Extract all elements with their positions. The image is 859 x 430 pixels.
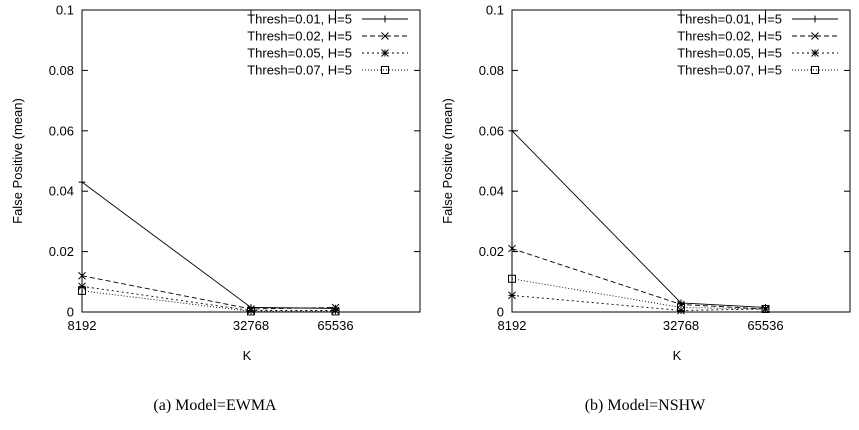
x-tick-label: 65536 bbox=[747, 318, 783, 333]
series-4 bbox=[78, 286, 340, 316]
data-point bbox=[508, 127, 516, 135]
legend-label: Thresh=0.01, H=5 bbox=[247, 12, 352, 27]
x-tick-label: 32768 bbox=[233, 318, 269, 333]
series-line bbox=[511, 248, 766, 310]
series-line bbox=[511, 130, 766, 308]
series-line bbox=[511, 278, 766, 310]
y-tick-label: 0 bbox=[497, 305, 504, 320]
series-1 bbox=[508, 127, 769, 311]
series-line bbox=[511, 294, 766, 311]
series-1 bbox=[78, 178, 339, 312]
y-tick-label: 0.08 bbox=[49, 63, 74, 78]
series-3 bbox=[508, 291, 770, 315]
y-axis-label: False Positive (mean) bbox=[10, 98, 25, 224]
legend-marker bbox=[381, 49, 389, 57]
chart-panel-nshw: 0 0.02 0.04 0.06 0.08 0.1 8192 32768 65536 K False… bbox=[430, 0, 859, 430]
y-tick-label: 0.04 bbox=[479, 184, 504, 199]
y-tick-label: 0.1 bbox=[56, 3, 74, 18]
series-line bbox=[81, 285, 336, 311]
series-2 bbox=[508, 244, 770, 313]
data-point bbox=[78, 271, 86, 280]
legend-marker bbox=[381, 32, 389, 40]
y-tick-label: 0.06 bbox=[479, 123, 504, 138]
data-point bbox=[78, 282, 86, 291]
x-axis-label: K bbox=[673, 348, 682, 363]
data-point bbox=[78, 178, 86, 186]
legend-label: Thresh=0.07, H=5 bbox=[677, 63, 782, 78]
chart-panel-ewma: 0 0.02 0.04 0.06 0.08 0.1 8192 32768 65536 K False… bbox=[10, 3, 421, 414]
x-tick-label: 65536 bbox=[317, 318, 353, 333]
data-point bbox=[247, 307, 255, 316]
series-line bbox=[81, 181, 336, 309]
data-point bbox=[508, 291, 516, 300]
y-tick-label: 0.04 bbox=[49, 184, 74, 199]
legend-marker bbox=[811, 49, 819, 57]
data-point bbox=[677, 299, 685, 307]
y-axis-label: False Positive (mean) bbox=[440, 98, 455, 224]
legend-marker bbox=[811, 32, 819, 40]
x-tick-label: 8192 bbox=[68, 318, 97, 333]
chart-ewma: 0 0.02 0.04 0.06 0.08 0.1 8192 32768 65536 K False… bbox=[10, 3, 421, 363]
data-point bbox=[677, 303, 685, 312]
legend: Thresh=0.01, H=5 Thresh=0.02, H=5 Thresh=0… bbox=[677, 12, 838, 78]
legend-marker bbox=[381, 15, 389, 23]
y-tick-label: 0.02 bbox=[49, 244, 74, 259]
y-tick-label: 0 bbox=[67, 305, 74, 320]
legend: Thresh=0.01, H=5 Thresh=0.02, H=5 Thresh=0… bbox=[247, 12, 408, 78]
data-point bbox=[761, 304, 770, 313]
data-point bbox=[508, 244, 516, 253]
legend-marker bbox=[811, 15, 819, 23]
x-axis-label: K bbox=[243, 348, 252, 363]
legend-label: Thresh=0.01, H=5 bbox=[677, 12, 782, 27]
chart-caption: (b) Model=NSHW bbox=[584, 397, 706, 414]
y-tick-label: 0.1 bbox=[486, 3, 504, 18]
data-point bbox=[331, 307, 340, 316]
x-tick-label: 8192 bbox=[498, 318, 527, 333]
chart-caption: (a) Model=EWMA bbox=[153, 397, 277, 414]
legend-label: Thresh=0.02, H=5 bbox=[677, 29, 782, 44]
data-point bbox=[78, 286, 86, 295]
series-line bbox=[81, 275, 336, 310]
legend-label: Thresh=0.07, H=5 bbox=[247, 63, 352, 78]
series-3 bbox=[78, 282, 340, 315]
data-point bbox=[508, 274, 516, 283]
y-tick-label: 0.08 bbox=[479, 63, 504, 78]
series-2 bbox=[78, 271, 340, 313]
y-tick-label: 0.06 bbox=[49, 123, 74, 138]
x-tick-label: 32768 bbox=[663, 318, 699, 333]
series-4 bbox=[508, 274, 770, 313]
legend-marker bbox=[381, 66, 389, 74]
legend-label: Thresh=0.02, H=5 bbox=[247, 29, 352, 44]
legend-label: Thresh=0.05, H=5 bbox=[247, 46, 352, 61]
chart-nshw: 0 0.02 0.04 0.06 0.08 0.1 8192 32768 65536 K False… bbox=[440, 3, 851, 363]
y-tick-label: 0.02 bbox=[479, 244, 504, 259]
legend-label: Thresh=0.05, H=5 bbox=[677, 46, 782, 61]
legend-marker bbox=[811, 66, 819, 74]
